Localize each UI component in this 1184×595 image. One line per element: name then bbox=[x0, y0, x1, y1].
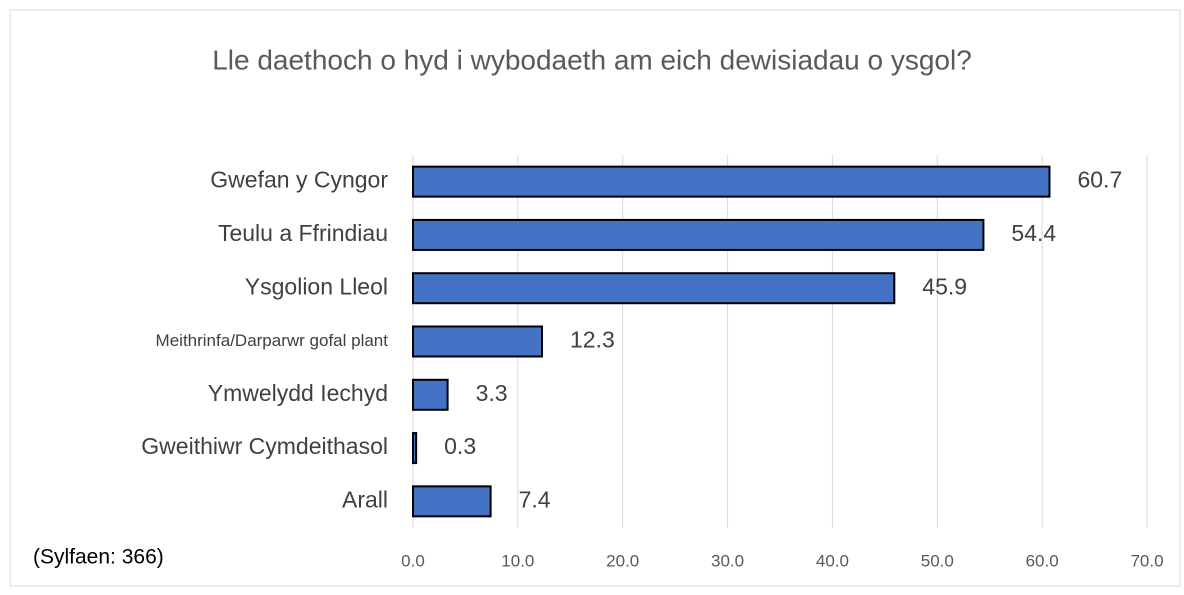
data-label: 3.3 bbox=[476, 380, 508, 406]
x-tick-label: 40.0 bbox=[816, 551, 849, 570]
x-tick-label: 30.0 bbox=[711, 551, 744, 570]
y-tick-label: Gweithiwr Cymdeithasol bbox=[141, 433, 388, 459]
data-label: 45.9 bbox=[922, 273, 967, 299]
chart-title: Lle daethoch o hyd i wybodaeth am eich d… bbox=[212, 44, 972, 75]
annotation: (Sylfaen: 366) bbox=[33, 546, 164, 569]
x-tick-label: 10.0 bbox=[501, 551, 534, 570]
x-tick-label: 0.0 bbox=[401, 551, 425, 570]
bar bbox=[412, 485, 492, 518]
y-tick-label: Arall bbox=[342, 486, 388, 512]
y-tick-label: Ysgolion Lleol bbox=[245, 273, 388, 299]
data-label: 60.7 bbox=[1077, 167, 1122, 193]
bar bbox=[412, 378, 449, 411]
x-tick-label: 60.0 bbox=[1026, 551, 1059, 570]
data-label: 7.4 bbox=[519, 486, 551, 512]
data-label: 54.4 bbox=[1011, 220, 1056, 246]
bar bbox=[412, 325, 543, 358]
y-tick-label: Teulu a Ffrindiau bbox=[218, 220, 388, 246]
bar bbox=[412, 432, 418, 465]
bar bbox=[412, 165, 1051, 198]
y-tick-label: Ymwelydd Iechyd bbox=[208, 380, 388, 406]
x-tick-label: 20.0 bbox=[606, 551, 639, 570]
x-tick-label: 70.0 bbox=[1130, 551, 1163, 570]
y-tick-label: Meithrinfa/Darparwr gofal plant bbox=[156, 331, 389, 350]
x-tick-label: 50.0 bbox=[921, 551, 954, 570]
y-tick-label: Gwefan y Cyngor bbox=[210, 167, 388, 193]
data-label: 0.3 bbox=[444, 433, 476, 459]
bar bbox=[412, 218, 985, 251]
bar bbox=[412, 272, 896, 305]
data-label: 12.3 bbox=[570, 327, 615, 353]
